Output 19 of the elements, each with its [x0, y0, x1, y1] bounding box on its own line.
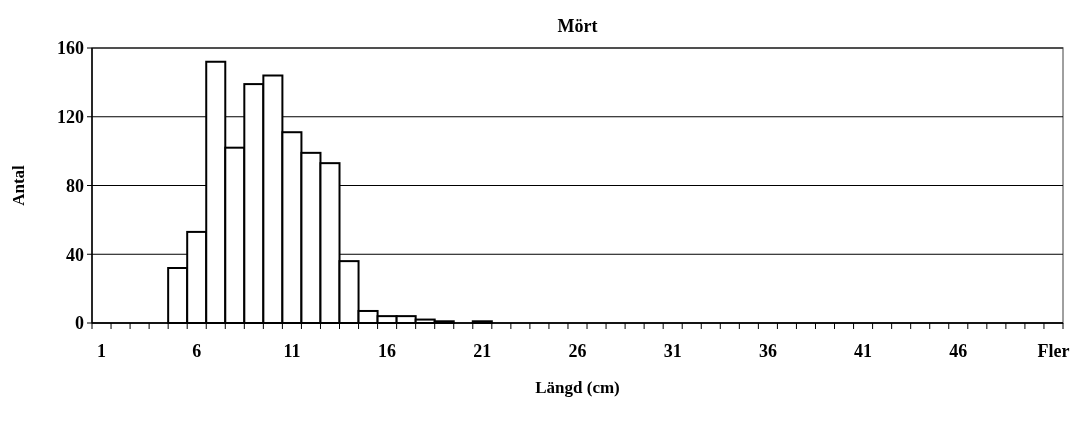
y-tick-label: 80 — [66, 175, 84, 196]
x-tick-label: 36 — [758, 341, 777, 361]
x-tick-label: 1 — [97, 341, 107, 361]
x-tick-label: 6 — [192, 341, 202, 361]
y-tick-label: 120 — [57, 107, 84, 128]
x-tick-label: 46 — [949, 341, 968, 361]
y-tick-label: 160 — [57, 38, 84, 59]
y-axis-title: Antal — [9, 164, 28, 206]
x-tick-label: 16 — [378, 341, 397, 361]
x-tick-label: Fler — [1037, 341, 1070, 361]
chart-title: Mört — [557, 16, 598, 36]
y-tick-label: 0 — [75, 313, 84, 334]
x-tick-label: 11 — [283, 341, 301, 361]
x-tick-label: 26 — [568, 341, 587, 361]
y-tick-label: 40 — [66, 244, 84, 265]
x-axis-title: Längd (cm) — [535, 378, 620, 397]
x-tick-label: 31 — [663, 341, 682, 361]
x-tick-label: 21 — [473, 341, 492, 361]
x-tick-label: 41 — [854, 341, 873, 361]
